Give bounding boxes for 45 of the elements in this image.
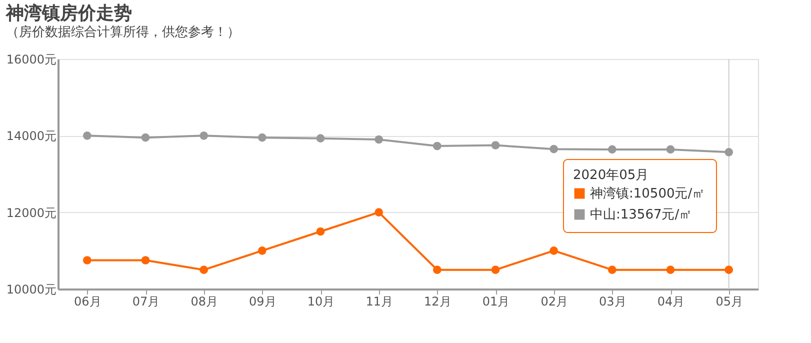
- point: [316, 227, 325, 236]
- point: [200, 266, 208, 274]
- point: [200, 131, 208, 140]
- point: [82, 131, 92, 140]
- x-tick-label: 04月: [657, 294, 685, 308]
- point: [608, 145, 616, 154]
- legend-label: 中山:13567元/㎡: [590, 208, 692, 222]
- point: [550, 144, 558, 154]
- x-tick-label: 01月: [482, 294, 510, 308]
- legend-title: 2020年05月: [573, 168, 649, 183]
- point: [141, 133, 150, 142]
- chart-title: 神湾镇房价走势: [4, 3, 132, 24]
- x-tick-label: 09月: [249, 294, 276, 308]
- y-tick-label: 10000元: [6, 282, 56, 296]
- point: [724, 266, 734, 274]
- y-tick-label: 14000元: [6, 129, 56, 144]
- point: [141, 256, 150, 264]
- point: [432, 142, 442, 150]
- x-tick-label: 03月: [599, 294, 626, 308]
- x-tick-label: 12月: [424, 294, 452, 308]
- point: [82, 256, 92, 264]
- point: [724, 148, 734, 156]
- point: [374, 208, 384, 217]
- point: [258, 246, 266, 255]
- x-tick-label: 02月: [540, 294, 568, 308]
- point: [666, 145, 675, 154]
- x-tick-label: 06月: [74, 294, 102, 308]
- point: [608, 266, 616, 274]
- point: [258, 133, 266, 142]
- x-tick-label: 07月: [132, 294, 160, 308]
- y-tick-label: 12000元: [6, 206, 56, 220]
- x-tick-label: 11月: [366, 294, 393, 308]
- chart-subtitle: （房价数据综合计算所得，供您参考！）: [6, 24, 240, 40]
- x-tick-label: 05月: [716, 294, 743, 308]
- point: [491, 266, 500, 274]
- y-tick-label: 16000元: [6, 52, 56, 66]
- point: [316, 134, 325, 143]
- point: [550, 246, 558, 255]
- x-tick-label: 08月: [190, 294, 218, 308]
- point: [491, 141, 500, 150]
- x-tick-label: 10月: [307, 294, 335, 308]
- point: [432, 266, 442, 274]
- point: [666, 266, 675, 274]
- legend-label: 神湾镇:10500元/㎡: [590, 186, 706, 202]
- point: [374, 135, 384, 144]
